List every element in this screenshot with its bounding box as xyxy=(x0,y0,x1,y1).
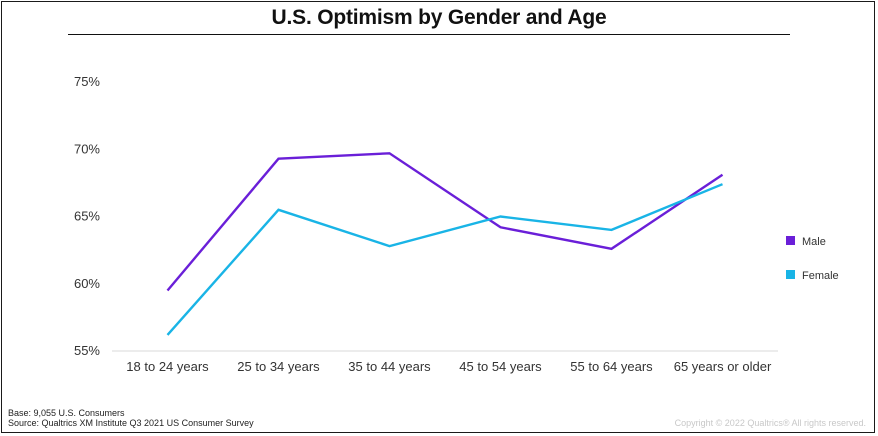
chart-title: U.S. Optimism by Gender and Age xyxy=(271,6,607,29)
y-tick-label: 75% xyxy=(74,74,100,89)
copyright-note: Copyright © 2022 Qualtrics® All rights r… xyxy=(674,418,866,428)
x-tick-label: 55 to 64 years xyxy=(570,359,653,374)
legend-swatch-male xyxy=(786,236,795,245)
series-group xyxy=(166,152,724,336)
legend: Male Female xyxy=(786,236,839,282)
y-axis: 55% 60% 65% 70% 75% xyxy=(74,74,100,358)
x-tick-label: 45 to 54 years xyxy=(459,359,542,374)
legend-swatch-female xyxy=(786,270,795,279)
y-tick-label: 70% xyxy=(74,141,100,156)
x-axis: 18 to 24 years 25 to 34 years 35 to 44 yea… xyxy=(112,350,778,374)
y-tick-label: 55% xyxy=(74,343,100,358)
x-tick-label: 65 years or older xyxy=(674,359,772,374)
x-tick-label: 25 to 34 years xyxy=(237,359,320,374)
title-divider xyxy=(68,34,790,35)
y-tick-label: 65% xyxy=(74,209,100,224)
legend-label-male: Male xyxy=(802,236,826,248)
series-line-male xyxy=(166,152,724,292)
series-line-female xyxy=(166,183,723,336)
x-tick-label: 18 to 24 years xyxy=(126,359,209,374)
legend-label-female: Female xyxy=(802,270,839,282)
base-note: Base: 9,055 U.S. Consumers xyxy=(8,408,125,418)
source-note: Source: Qualtrics XM Institute Q3 2021 U… xyxy=(8,418,254,428)
y-tick-label: 60% xyxy=(74,276,100,291)
x-tick-label: 35 to 44 years xyxy=(348,359,431,374)
